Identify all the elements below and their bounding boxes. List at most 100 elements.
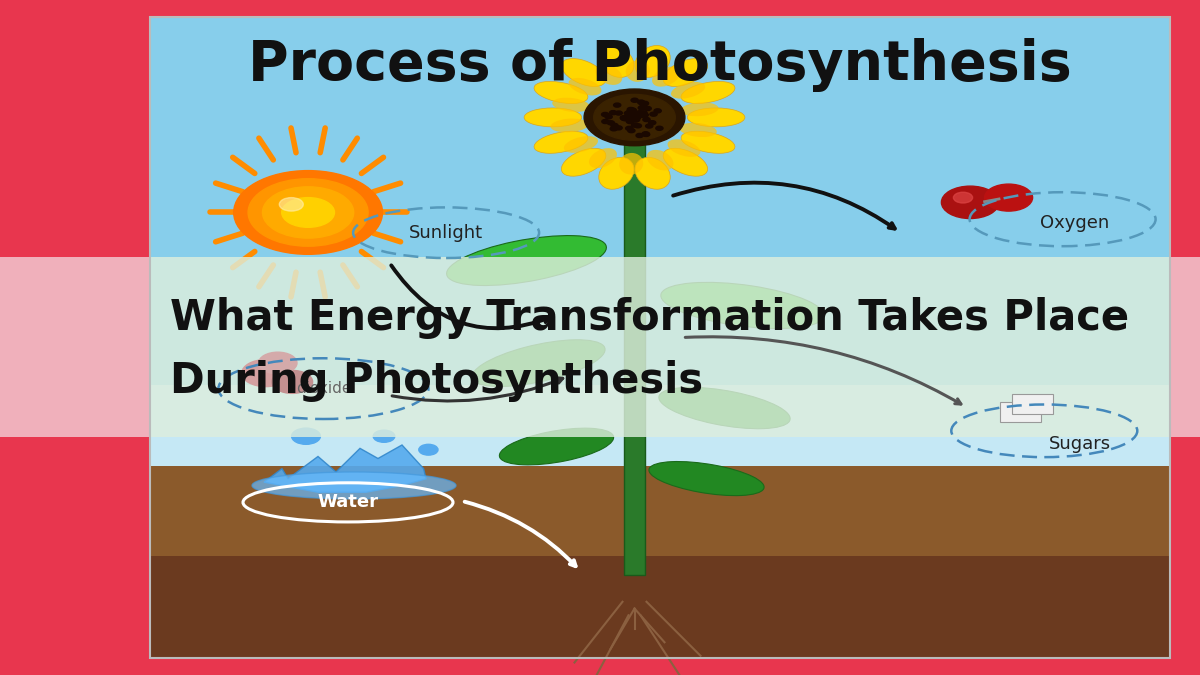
Ellipse shape [252, 472, 456, 499]
Circle shape [373, 430, 395, 442]
Ellipse shape [619, 153, 643, 175]
Circle shape [632, 115, 640, 119]
Circle shape [632, 118, 640, 122]
Ellipse shape [682, 82, 734, 103]
Text: During Photosynthesis: During Photosynthesis [170, 360, 703, 402]
Circle shape [610, 127, 617, 131]
Circle shape [634, 113, 641, 117]
Circle shape [610, 111, 617, 115]
Text: Sugars: Sugars [1049, 435, 1111, 454]
Ellipse shape [552, 98, 589, 112]
Circle shape [636, 111, 643, 115]
Ellipse shape [635, 157, 671, 189]
Ellipse shape [671, 82, 706, 99]
Circle shape [640, 101, 647, 105]
Circle shape [629, 108, 636, 112]
Circle shape [632, 116, 640, 120]
Circle shape [634, 112, 641, 116]
Circle shape [634, 115, 641, 119]
Circle shape [642, 132, 649, 136]
Ellipse shape [649, 462, 764, 495]
Polygon shape [264, 445, 426, 492]
Bar [150, 556, 1170, 658]
Circle shape [643, 117, 650, 121]
Circle shape [638, 106, 646, 110]
Ellipse shape [661, 282, 824, 329]
Circle shape [234, 171, 383, 254]
Ellipse shape [659, 387, 790, 429]
Ellipse shape [446, 236, 606, 286]
Circle shape [640, 112, 647, 116]
Circle shape [941, 186, 998, 219]
Ellipse shape [569, 78, 601, 95]
Circle shape [628, 129, 635, 133]
Bar [0, 257, 1200, 437]
Circle shape [640, 111, 647, 115]
Text: Process of Photosynthesis: Process of Photosynthesis [248, 38, 1072, 92]
Bar [150, 257, 1170, 437]
Ellipse shape [647, 150, 673, 170]
Circle shape [259, 352, 298, 374]
Circle shape [636, 134, 643, 138]
Circle shape [620, 115, 628, 119]
Circle shape [637, 100, 644, 104]
Ellipse shape [472, 340, 605, 387]
Circle shape [624, 111, 631, 115]
Circle shape [248, 179, 368, 246]
Circle shape [635, 124, 642, 128]
Ellipse shape [551, 119, 588, 132]
Ellipse shape [599, 45, 634, 78]
FancyBboxPatch shape [624, 121, 646, 575]
Circle shape [632, 115, 640, 119]
Text: What Energy Transformation Takes Place: What Energy Transformation Takes Place [170, 298, 1129, 340]
Ellipse shape [562, 59, 606, 86]
Ellipse shape [664, 148, 708, 176]
Ellipse shape [534, 131, 588, 153]
Circle shape [632, 114, 640, 118]
FancyBboxPatch shape [1012, 394, 1052, 414]
Circle shape [292, 428, 320, 444]
Bar [150, 385, 1170, 466]
Ellipse shape [524, 108, 582, 127]
Circle shape [631, 115, 638, 119]
Circle shape [984, 184, 1032, 211]
Circle shape [631, 123, 638, 127]
Ellipse shape [682, 131, 734, 153]
Circle shape [624, 115, 631, 119]
Ellipse shape [589, 148, 617, 168]
Circle shape [282, 198, 335, 227]
Circle shape [644, 107, 652, 111]
Circle shape [242, 360, 290, 387]
Text: Water: Water [318, 493, 378, 512]
Circle shape [620, 116, 628, 120]
Ellipse shape [664, 59, 708, 86]
Circle shape [614, 126, 622, 130]
Bar [150, 466, 1170, 658]
Text: dioxide: dioxide [295, 381, 352, 396]
Circle shape [620, 116, 628, 120]
Circle shape [646, 124, 653, 128]
Ellipse shape [599, 157, 634, 189]
Text: Oxygen: Oxygen [1040, 213, 1109, 232]
Circle shape [263, 187, 354, 238]
Circle shape [280, 198, 304, 211]
Circle shape [626, 119, 634, 124]
Circle shape [630, 117, 637, 121]
Circle shape [650, 112, 658, 116]
Ellipse shape [679, 123, 716, 137]
Ellipse shape [652, 67, 680, 86]
Circle shape [656, 126, 664, 130]
Circle shape [611, 124, 618, 128]
Circle shape [631, 98, 638, 102]
Circle shape [631, 115, 638, 119]
Circle shape [605, 115, 612, 119]
Ellipse shape [564, 136, 598, 153]
Circle shape [626, 115, 634, 119]
Circle shape [272, 371, 312, 394]
Circle shape [641, 101, 648, 105]
Circle shape [602, 119, 610, 124]
Circle shape [419, 444, 438, 455]
Circle shape [584, 89, 685, 146]
Circle shape [626, 110, 634, 114]
Bar [150, 17, 1170, 658]
